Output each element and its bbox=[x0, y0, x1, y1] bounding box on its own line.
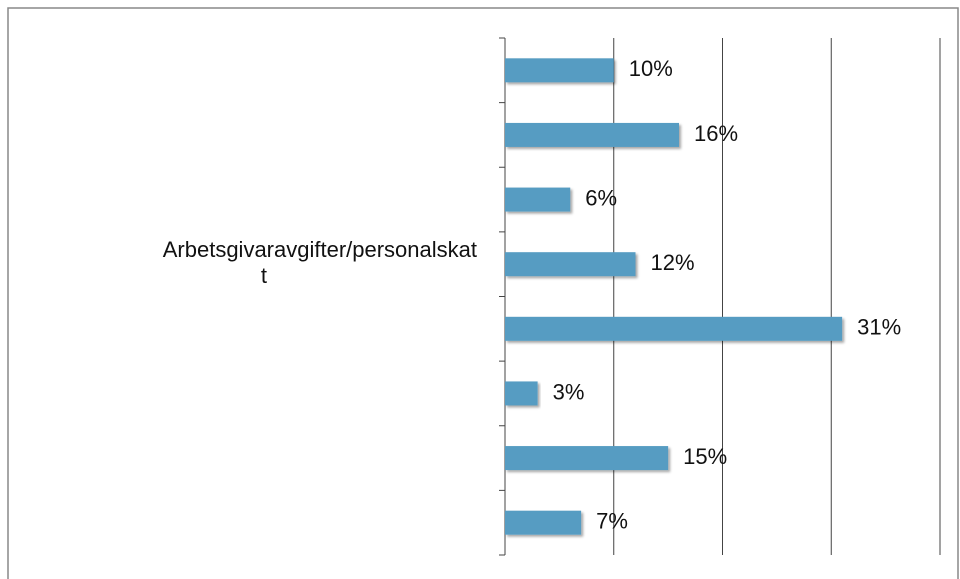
data-label: 7% bbox=[596, 509, 628, 534]
bar bbox=[505, 187, 571, 212]
bar bbox=[505, 58, 614, 83]
bar bbox=[505, 122, 679, 147]
data-label: 15% bbox=[683, 444, 727, 469]
y-tick-label: Arbetsgivaravgifter/personalskat t bbox=[163, 237, 477, 288]
data-label: 10% bbox=[629, 56, 673, 81]
bar bbox=[505, 510, 582, 535]
bar bbox=[505, 316, 843, 341]
bar bbox=[505, 252, 636, 277]
bar bbox=[505, 381, 538, 406]
bar bbox=[505, 446, 669, 471]
data-label: 3% bbox=[553, 379, 585, 404]
data-label: 6% bbox=[585, 185, 617, 210]
data-label: 12% bbox=[651, 250, 695, 275]
data-label: 16% bbox=[694, 121, 738, 146]
data-label: 31% bbox=[857, 315, 901, 340]
chart-frame bbox=[7, 7, 959, 579]
